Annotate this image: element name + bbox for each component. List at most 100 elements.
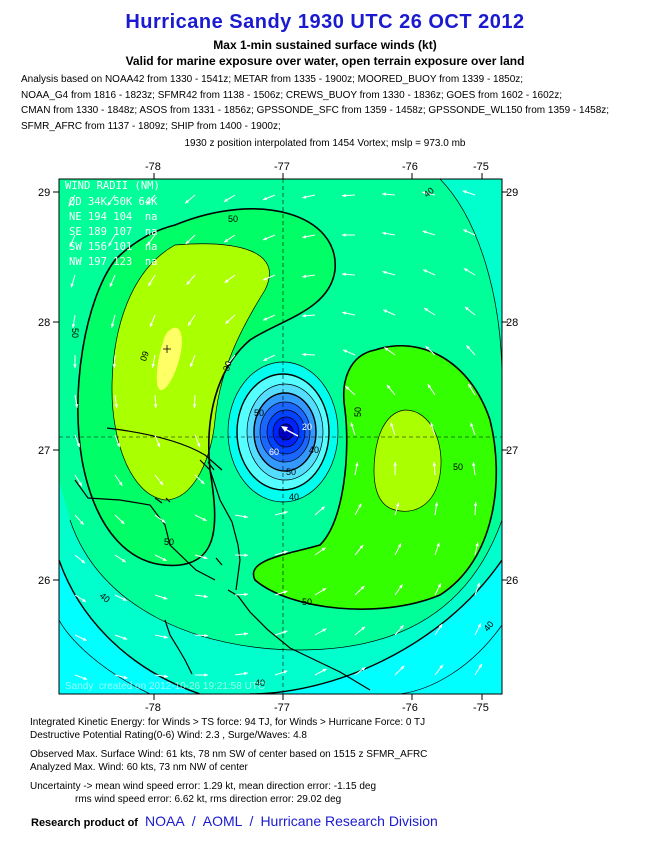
wind-arrow-head <box>283 550 288 555</box>
wind-arrow-head <box>186 280 191 285</box>
center-arrow-head <box>281 426 288 432</box>
wind-arrow-head <box>434 502 439 506</box>
wind-arrow-head <box>384 347 389 351</box>
lon-tick-label-top: -77 <box>274 161 290 173</box>
wind-arrow-head <box>361 626 366 631</box>
contour-label: 40 <box>422 185 436 199</box>
wind-arrow-head <box>355 462 359 467</box>
wind-field-map: 50 50 50 50 50 50 40 40 40 40 60 30 60 5… <box>38 161 518 714</box>
wind-arrow-head <box>463 229 468 233</box>
noaa-link[interactable]: NOAA <box>145 813 185 829</box>
contour-label: 40 <box>309 445 319 455</box>
wind-arrow-head <box>244 671 248 676</box>
wind-arrow-head <box>437 583 441 588</box>
analysis-sources: Analysis based on NOAA42 from 1330 - 154… <box>21 72 646 134</box>
research-credit: Research product of NOAA / AOML / Hurric… <box>31 813 438 829</box>
wind-arrow-head <box>382 270 387 275</box>
wind-arrow-head <box>107 201 112 206</box>
wind-arrow-head <box>146 200 151 205</box>
wind-arrow-head <box>83 676 88 680</box>
wind-arrow-head <box>302 235 307 239</box>
wind-arrow-head <box>78 482 82 487</box>
coastline-grand-bahama <box>106 427 223 471</box>
lat-tick-label-left: 26 <box>38 575 50 587</box>
analysis-line: Analysis based on NOAA42 from 1330 - 154… <box>21 74 524 85</box>
position-note: 1930 z position interpolated from 1454 V… <box>184 138 466 149</box>
contour-label-group: 50 50 50 50 50 50 40 40 40 40 60 30 60 5… <box>70 185 496 688</box>
wind-arrow-head <box>73 364 77 368</box>
wind-arrow-head <box>302 195 307 199</box>
axis-labels: -78 -77 -76 -75 -78 -77 -76 -75 29 28 27… <box>38 161 518 714</box>
wind-arrow-head <box>243 514 248 519</box>
wind-arrow-head <box>225 320 230 324</box>
contour-core <box>266 409 306 455</box>
wind-radii-title: WIND RADII (NM) <box>65 180 160 192</box>
wind-arrow-head <box>350 422 354 427</box>
wind-arrow-head <box>185 199 189 204</box>
wind-arrow-head <box>82 637 87 641</box>
wind-arrow-head <box>108 242 112 247</box>
wind-arrow-head <box>114 404 118 408</box>
contour-core <box>272 416 300 448</box>
band-55kt-east <box>374 410 442 512</box>
contour-label: 60 <box>138 350 151 363</box>
research-label: Research product of <box>31 817 138 829</box>
rms-line: rms wind speed error: 6.62 kt, rms direc… <box>75 794 342 805</box>
wind-arrow-head <box>477 623 481 628</box>
lon-tick-label-bottom: -76 <box>402 702 418 714</box>
wind-radii-table: WIND RADII (NM) QD 34K 50K 64K NE 194 10… <box>65 180 160 268</box>
wind-arrow-head <box>192 404 197 408</box>
lat-tick-label-right: 28 <box>506 317 518 329</box>
wind-arrow-head <box>76 443 80 448</box>
lon-tick-label-top: -78 <box>145 161 161 173</box>
lat-tick-label-right: 29 <box>506 187 518 199</box>
wind-arrow-head <box>118 481 123 486</box>
hrd-link[interactable]: Hurricane Research Division <box>260 813 438 829</box>
wind-radii-row-sw: SW 156 101 na <box>69 241 158 253</box>
map-title: Hurricane Sandy 1930 UTC 26 OCT 2012 <box>125 11 525 33</box>
contour-45kt <box>69 179 502 651</box>
wind-arrow-head <box>322 668 327 673</box>
wind-arrow-head <box>283 630 288 634</box>
wind-arrow-head <box>342 311 347 315</box>
wind-arrow-head <box>321 547 326 552</box>
wind-arrow-head <box>121 558 126 563</box>
wind-arrow-head <box>395 502 400 507</box>
wind-arrow-head <box>358 503 362 508</box>
contour-core <box>253 392 317 472</box>
contour-label: 50 <box>353 407 363 417</box>
wind-arrow-head <box>82 598 87 602</box>
coastline <box>74 427 371 691</box>
wind-arrow-head <box>424 308 428 312</box>
wind-arrow-head <box>120 520 125 524</box>
contour-35kt <box>59 619 502 694</box>
wind-arrow-head <box>110 323 115 328</box>
aoml-link[interactable]: AOML <box>202 813 243 829</box>
map-subtitle-validity: Valid for marine exposure over water, op… <box>125 54 525 68</box>
wind-arrow-head <box>189 363 194 368</box>
lat-tick-label-left: 27 <box>38 445 50 457</box>
wind-arrow-head <box>244 632 248 636</box>
wind-arrow-head <box>262 236 267 241</box>
wind-arrow-head <box>244 592 248 597</box>
wind-arrow-head <box>123 675 128 680</box>
uncertainty-line: Uncertainty -> mean wind speed error: 1.… <box>30 781 377 792</box>
wind-arrow-head <box>112 364 116 368</box>
wind-arrow-head <box>153 404 158 408</box>
wind-arrow-head <box>161 519 166 523</box>
wind-arrow-head <box>390 422 394 427</box>
wind-arrow-head <box>468 383 472 388</box>
wind-arrow-head <box>302 352 306 357</box>
wind-arrow-head <box>223 198 228 202</box>
wind-arrow-head <box>478 663 482 668</box>
band-60kt <box>156 327 182 391</box>
wind-arrow-head <box>263 357 268 361</box>
wind-arrow-head <box>393 462 397 466</box>
wind-arrow-head <box>476 582 480 587</box>
wind-arrow-head <box>322 588 327 592</box>
coastline-exuma <box>164 619 193 675</box>
wind-arrow-head <box>430 422 434 427</box>
wind-arrow-head <box>386 384 391 389</box>
wind-arrow-head <box>226 361 231 366</box>
wind-arrow-head <box>320 506 325 511</box>
